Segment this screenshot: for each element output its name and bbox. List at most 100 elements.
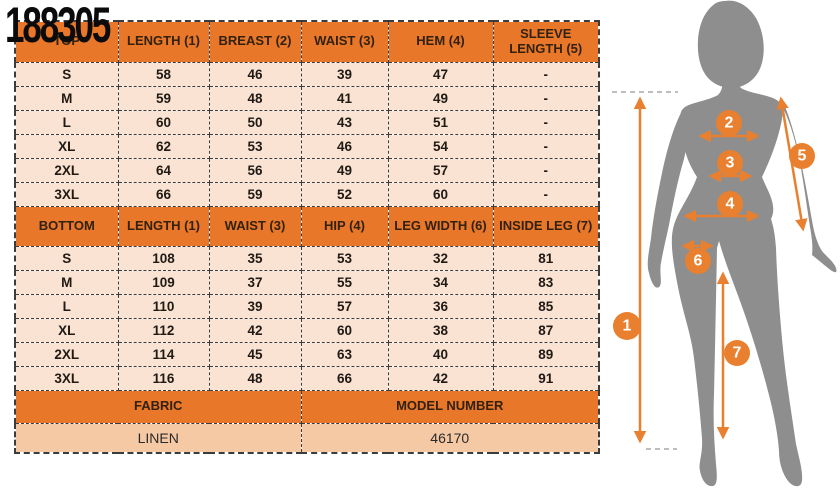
figure-marker-6: 6 xyxy=(685,248,711,274)
measurement-value: 36 xyxy=(387,293,494,319)
svg-text:6: 6 xyxy=(694,253,703,270)
measurement-value: 38 xyxy=(387,317,494,343)
size-label: S xyxy=(14,245,119,271)
figure-marker-5: 5 xyxy=(789,143,815,169)
model-number-value: 46170 xyxy=(300,422,600,454)
measurement-value: 60 xyxy=(387,181,494,207)
measurement-value: 39 xyxy=(208,293,302,319)
silhouette-head xyxy=(697,0,764,89)
measurement-value: 49 xyxy=(300,157,389,183)
measurement-value: - xyxy=(492,133,600,159)
size-label: 3XL xyxy=(14,365,119,391)
column-header-bottom_section-4: LEG WIDTH (6) xyxy=(387,205,494,247)
svg-text:7: 7 xyxy=(733,345,742,362)
measurement-value: 39 xyxy=(300,61,389,87)
measurement-value: 50 xyxy=(208,109,302,135)
measurement-value: - xyxy=(492,61,600,87)
figure-marker-2: 2 xyxy=(716,110,742,136)
size-label: L xyxy=(14,109,119,135)
measurement-figure: 1 2 3 4 5 6 7 xyxy=(612,0,837,487)
measurement-value: 46 xyxy=(300,133,389,159)
measurement-value: 59 xyxy=(117,85,210,111)
measurement-value: 109 xyxy=(117,269,210,295)
measurement-arrows xyxy=(633,96,808,444)
measurement-value: 87 xyxy=(492,317,600,343)
fabric-value: LINEN xyxy=(14,422,302,454)
column-header-bottom_section-3: HIP (4) xyxy=(300,205,389,247)
product-code: 188305 xyxy=(5,0,111,53)
measurement-value: 58 xyxy=(117,61,210,87)
size-label: 3XL xyxy=(14,181,119,207)
size-label: M xyxy=(14,269,119,295)
figure-marker-7: 7 xyxy=(724,340,750,366)
svg-text:2: 2 xyxy=(725,115,734,132)
measurement-value: 51 xyxy=(387,109,494,135)
measurement-value: 59 xyxy=(208,181,302,207)
measurement-value: 57 xyxy=(387,157,494,183)
column-header-bottom_section-1: LENGTH (1) xyxy=(117,205,210,247)
measurement-value: 63 xyxy=(300,341,389,367)
measurement-value: 116 xyxy=(117,365,210,391)
svg-text:3: 3 xyxy=(726,155,735,172)
measurement-value: 89 xyxy=(492,341,600,367)
model-number-header: MODEL NUMBER xyxy=(300,389,600,424)
measurement-value: 64 xyxy=(117,157,210,183)
measurement-value: 37 xyxy=(208,269,302,295)
fabric-header: FABRIC xyxy=(14,389,302,424)
size-chart-table: TOP LENGTH (1) BREAST (2) WAIST (3) HEM (4) S… xyxy=(14,20,600,454)
measurement-value: 42 xyxy=(387,365,494,391)
measurement-value: 53 xyxy=(208,133,302,159)
measurement-value: 108 xyxy=(117,245,210,271)
size-label: XL xyxy=(14,133,119,159)
measurement-value: 81 xyxy=(492,245,600,271)
measurement-value: 53 xyxy=(300,245,389,271)
column-header-bottom_section-5: INSIDE LEG (7) xyxy=(492,205,600,247)
measurement-value: 60 xyxy=(117,109,210,135)
silhouette-left-arm xyxy=(647,109,687,288)
svg-text:5: 5 xyxy=(798,148,807,165)
measurement-value: 47 xyxy=(387,61,494,87)
woman-silhouette xyxy=(647,0,837,487)
measurement-value: 85 xyxy=(492,293,600,319)
measurement-value: 66 xyxy=(117,181,210,207)
size-label: S xyxy=(14,61,119,87)
column-header-top_section-0: TOP xyxy=(14,20,119,63)
column-header-top_section-1: LENGTH (1) xyxy=(117,20,210,63)
size-label: 2XL xyxy=(14,341,119,367)
column-header-top_section-2: BREAST (2) xyxy=(208,20,302,63)
measurement-value: 34 xyxy=(387,269,494,295)
measurement-value: 49 xyxy=(387,85,494,111)
measurement-value: 66 xyxy=(300,365,389,391)
measurement-value: - xyxy=(492,157,600,183)
measurement-value: 57 xyxy=(300,293,389,319)
measurement-value: 60 xyxy=(300,317,389,343)
column-header-bottom_section-0: BOTTOM xyxy=(14,205,119,247)
figure-marker-4: 4 xyxy=(717,191,743,217)
measurement-value: 45 xyxy=(208,341,302,367)
measurement-value: 43 xyxy=(300,109,389,135)
column-header-top_section-3: WAIST (3) xyxy=(300,20,389,63)
size-label: 2XL xyxy=(14,157,119,183)
measurement-value: 41 xyxy=(300,85,389,111)
measurement-value: - xyxy=(492,109,600,135)
measurement-value: 46 xyxy=(208,61,302,87)
size-label: XL xyxy=(14,317,119,343)
measurement-value: 55 xyxy=(300,269,389,295)
measurement-value: 91 xyxy=(492,365,600,391)
measurement-value: 62 xyxy=(117,133,210,159)
figure-marker-1: 1 xyxy=(613,312,641,340)
measurement-value: 32 xyxy=(387,245,494,271)
figure-marker-3: 3 xyxy=(717,150,743,176)
measurement-value: 112 xyxy=(117,317,210,343)
measurement-value: 35 xyxy=(208,245,302,271)
silhouette-right-arm xyxy=(779,100,837,273)
measurement-value: - xyxy=(492,181,600,207)
measurement-value: 83 xyxy=(492,269,600,295)
measurement-value: 40 xyxy=(387,341,494,367)
svg-text:1: 1 xyxy=(623,318,632,335)
measurement-value: 56 xyxy=(208,157,302,183)
column-header-top_section-4: HEM (4) xyxy=(387,20,494,63)
figure-marker-badges: 1 2 3 4 5 6 7 xyxy=(613,110,815,366)
column-header-bottom_section-2: WAIST (3) xyxy=(208,205,302,247)
measurement-value: 110 xyxy=(117,293,210,319)
